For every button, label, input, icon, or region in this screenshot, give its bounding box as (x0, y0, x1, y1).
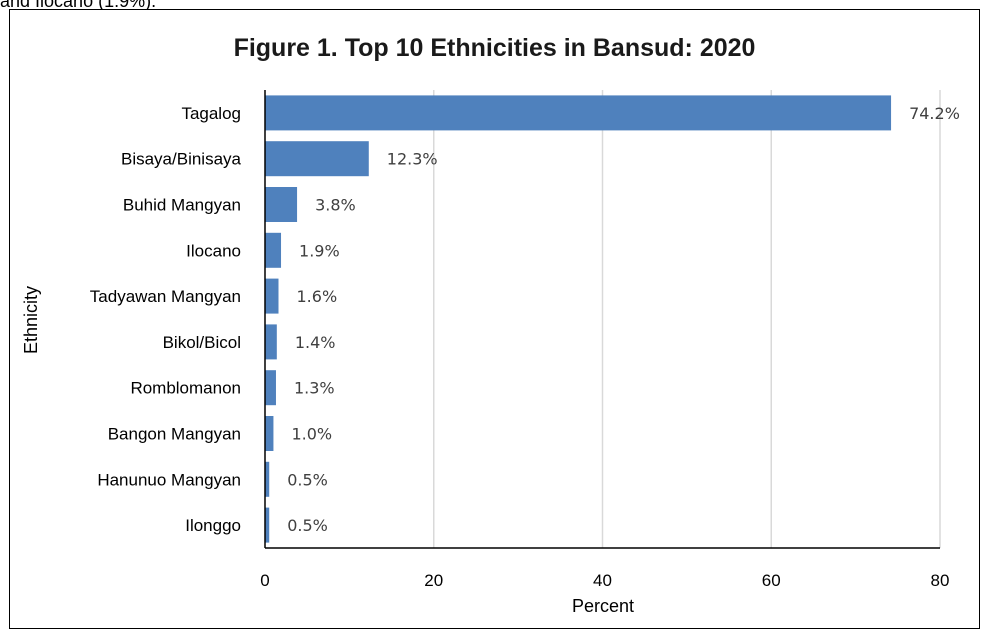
y-axis-title: Ethnicity (21, 286, 41, 354)
labels: 0 20 40 60 80 Tagalog 74.2% Bisaya/Binisaya 12.3… (90, 104, 960, 590)
bar (265, 324, 277, 360)
x-tick-label: 0 (260, 571, 269, 590)
data-label: 0.5% (287, 516, 328, 535)
axes (264, 90, 940, 549)
y-tick-label: Romblomanon (130, 379, 241, 398)
bar (265, 416, 274, 451)
data-label: 1.4% (295, 333, 336, 352)
bar (265, 95, 892, 131)
data-label: 0.5% (287, 470, 328, 489)
data-label: 1.6% (297, 287, 338, 306)
data-label: 12.3% (387, 150, 438, 169)
y-tick-label: Tadyawan Mangyan (90, 287, 241, 306)
bar (265, 507, 270, 543)
y-tick-label: Bangon Mangyan (108, 425, 241, 444)
data-label: 1.9% (299, 241, 340, 260)
data-label: 1.0% (291, 425, 332, 444)
y-tick-label: Ilonggo (185, 516, 241, 535)
bar (265, 370, 276, 406)
y-tick-label: Tagalog (181, 104, 241, 123)
bars (265, 95, 892, 543)
x-tick-label: 40 (593, 571, 612, 590)
x-tick-label: 60 (762, 571, 781, 590)
gridlines (433, 90, 941, 548)
bar (265, 141, 369, 177)
data-label: 3.8% (315, 196, 356, 215)
chart-title: Figure 1. Top 10 Ethnicities in Bansud: … (233, 34, 756, 62)
data-label: 74.2% (909, 104, 960, 123)
y-tick-label: Hanunuo Mangyan (97, 470, 241, 489)
context-text: and Ilocano (1.9%). (0, 0, 157, 11)
y-tick-label: Bisaya/Binisaya (121, 150, 242, 169)
x-axis-title: Percent (572, 596, 634, 616)
y-tick-label: Ilocano (186, 241, 241, 260)
bar (265, 187, 298, 222)
x-tick-label: 20 (424, 571, 443, 590)
bar (265, 461, 270, 497)
y-tick-label: Buhid Mangyan (123, 196, 241, 215)
bar (265, 232, 282, 268)
data-label: 1.3% (294, 379, 335, 398)
bar (265, 278, 279, 314)
y-tick-label: Bikol/Bicol (163, 333, 241, 352)
x-tick-label: 80 (931, 571, 950, 590)
